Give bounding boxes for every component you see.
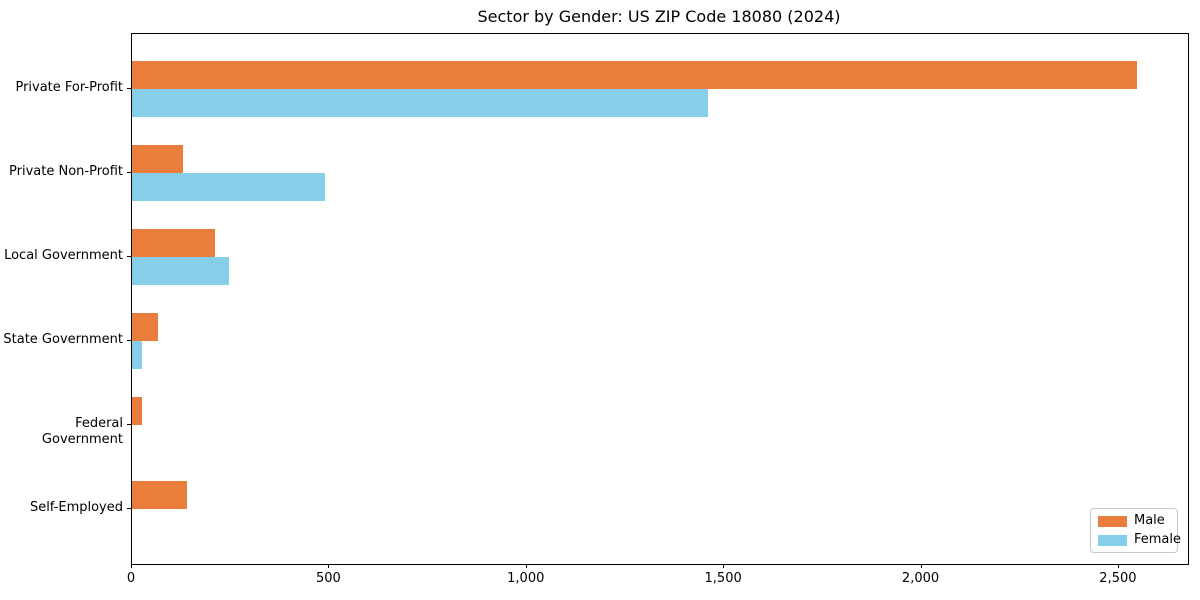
x-tick-label: 2,000 [901,571,940,586]
y-tick-label: Federal Government [41,416,123,447]
x-tick-mark [920,564,922,568]
legend: Male Female [1090,508,1181,553]
bar-male-0 [132,61,1137,89]
y-tick-label: Local Government [4,248,123,263]
x-tick-mark [1117,564,1119,568]
bar-female-2 [132,257,229,285]
legend-label: Female [1134,532,1182,547]
bar-male-4 [132,397,142,425]
y-tick-mark [127,172,131,173]
bar-female-0 [132,89,709,117]
bar-male-2 [132,229,215,257]
y-tick-label: Self-Employed [29,500,123,515]
y-tick-mark [127,508,131,509]
bar-male-3 [132,313,158,341]
x-tick-label: 1,000 [507,571,545,586]
bar-female-1 [132,173,326,201]
bar-male-1 [132,145,184,173]
bar-female-3 [132,341,142,369]
chart-title: Sector by Gender: US ZIP Code 18080 (202… [477,7,841,26]
plot-area [131,33,1189,565]
y-tick-mark [127,424,131,425]
x-tick-mark [328,564,330,568]
x-tick-mark [525,564,527,568]
x-tick-mark [131,564,132,568]
legend-label: Male [1134,513,1165,528]
legend-swatch-female [1098,534,1127,546]
x-tick-label: 1,500 [704,571,742,586]
x-tick-label: 500 [315,571,341,586]
x-tick-label: 2,500 [1099,571,1137,586]
y-tick-mark [127,340,131,341]
legend-item-male: Male [1098,514,1170,528]
x-tick-mark [723,564,725,568]
legend-item-female: Female [1098,533,1181,547]
y-tick-mark [127,88,131,89]
y-tick-label: State Government [3,332,123,347]
y-tick-mark [127,256,131,257]
x-tick-label: 0 [126,571,136,586]
y-tick-label: Private Non-Profit [9,164,123,179]
y-tick-label: Private For-Profit [15,80,123,95]
legend-swatch-male [1098,515,1127,527]
bar-male-5 [132,481,188,509]
